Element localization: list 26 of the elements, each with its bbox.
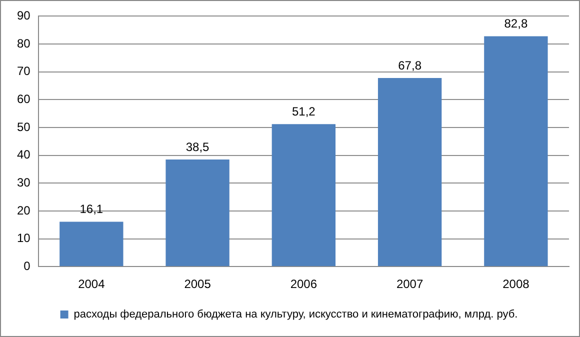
- x-tick-label: 2005: [184, 277, 212, 292]
- y-tick-label: 0: [24, 258, 31, 273]
- x-tick-label: 2004: [78, 277, 106, 292]
- data-label: 38,5: [186, 140, 210, 154]
- y-tick-label: 20: [16, 203, 31, 218]
- bar: [272, 124, 336, 266]
- bar: [60, 222, 124, 266]
- bar: [378, 78, 442, 266]
- y-tick-label: 40: [16, 148, 31, 162]
- y-tick-label: 90: [16, 8, 31, 23]
- data-label: 16,1: [80, 202, 104, 216]
- data-label: 82,8: [504, 16, 528, 31]
- y-tick-label: 80: [16, 36, 31, 50]
- y-tick-label: 10: [16, 231, 31, 246]
- x-tick-label: 2008: [502, 277, 530, 292]
- bar: [484, 36, 548, 266]
- y-tick-label: 30: [16, 175, 31, 190]
- data-label: 51,2: [292, 104, 316, 118]
- y-tick-label: 60: [16, 92, 31, 106]
- legend-label: расходы федерального бюджета на культуру, искусство и кинематографию, млрд. руб.: [74, 308, 518, 321]
- x-tick-label: 2006: [290, 277, 318, 292]
- x-tick-label: 2007: [396, 277, 424, 292]
- y-tick-label: 50: [16, 120, 31, 134]
- data-label: 67,8: [398, 58, 422, 72]
- y-tick-label: 70: [16, 64, 31, 78]
- bar: [166, 159, 230, 266]
